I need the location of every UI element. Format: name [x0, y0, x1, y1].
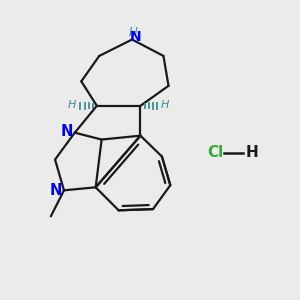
Text: H: H — [68, 100, 76, 110]
Text: N: N — [129, 29, 141, 44]
Text: H: H — [245, 146, 258, 160]
Text: N: N — [50, 183, 62, 198]
Text: H: H — [129, 26, 138, 38]
Text: H: H — [161, 100, 169, 110]
Text: Cl: Cl — [208, 146, 224, 160]
Text: N: N — [60, 124, 73, 139]
